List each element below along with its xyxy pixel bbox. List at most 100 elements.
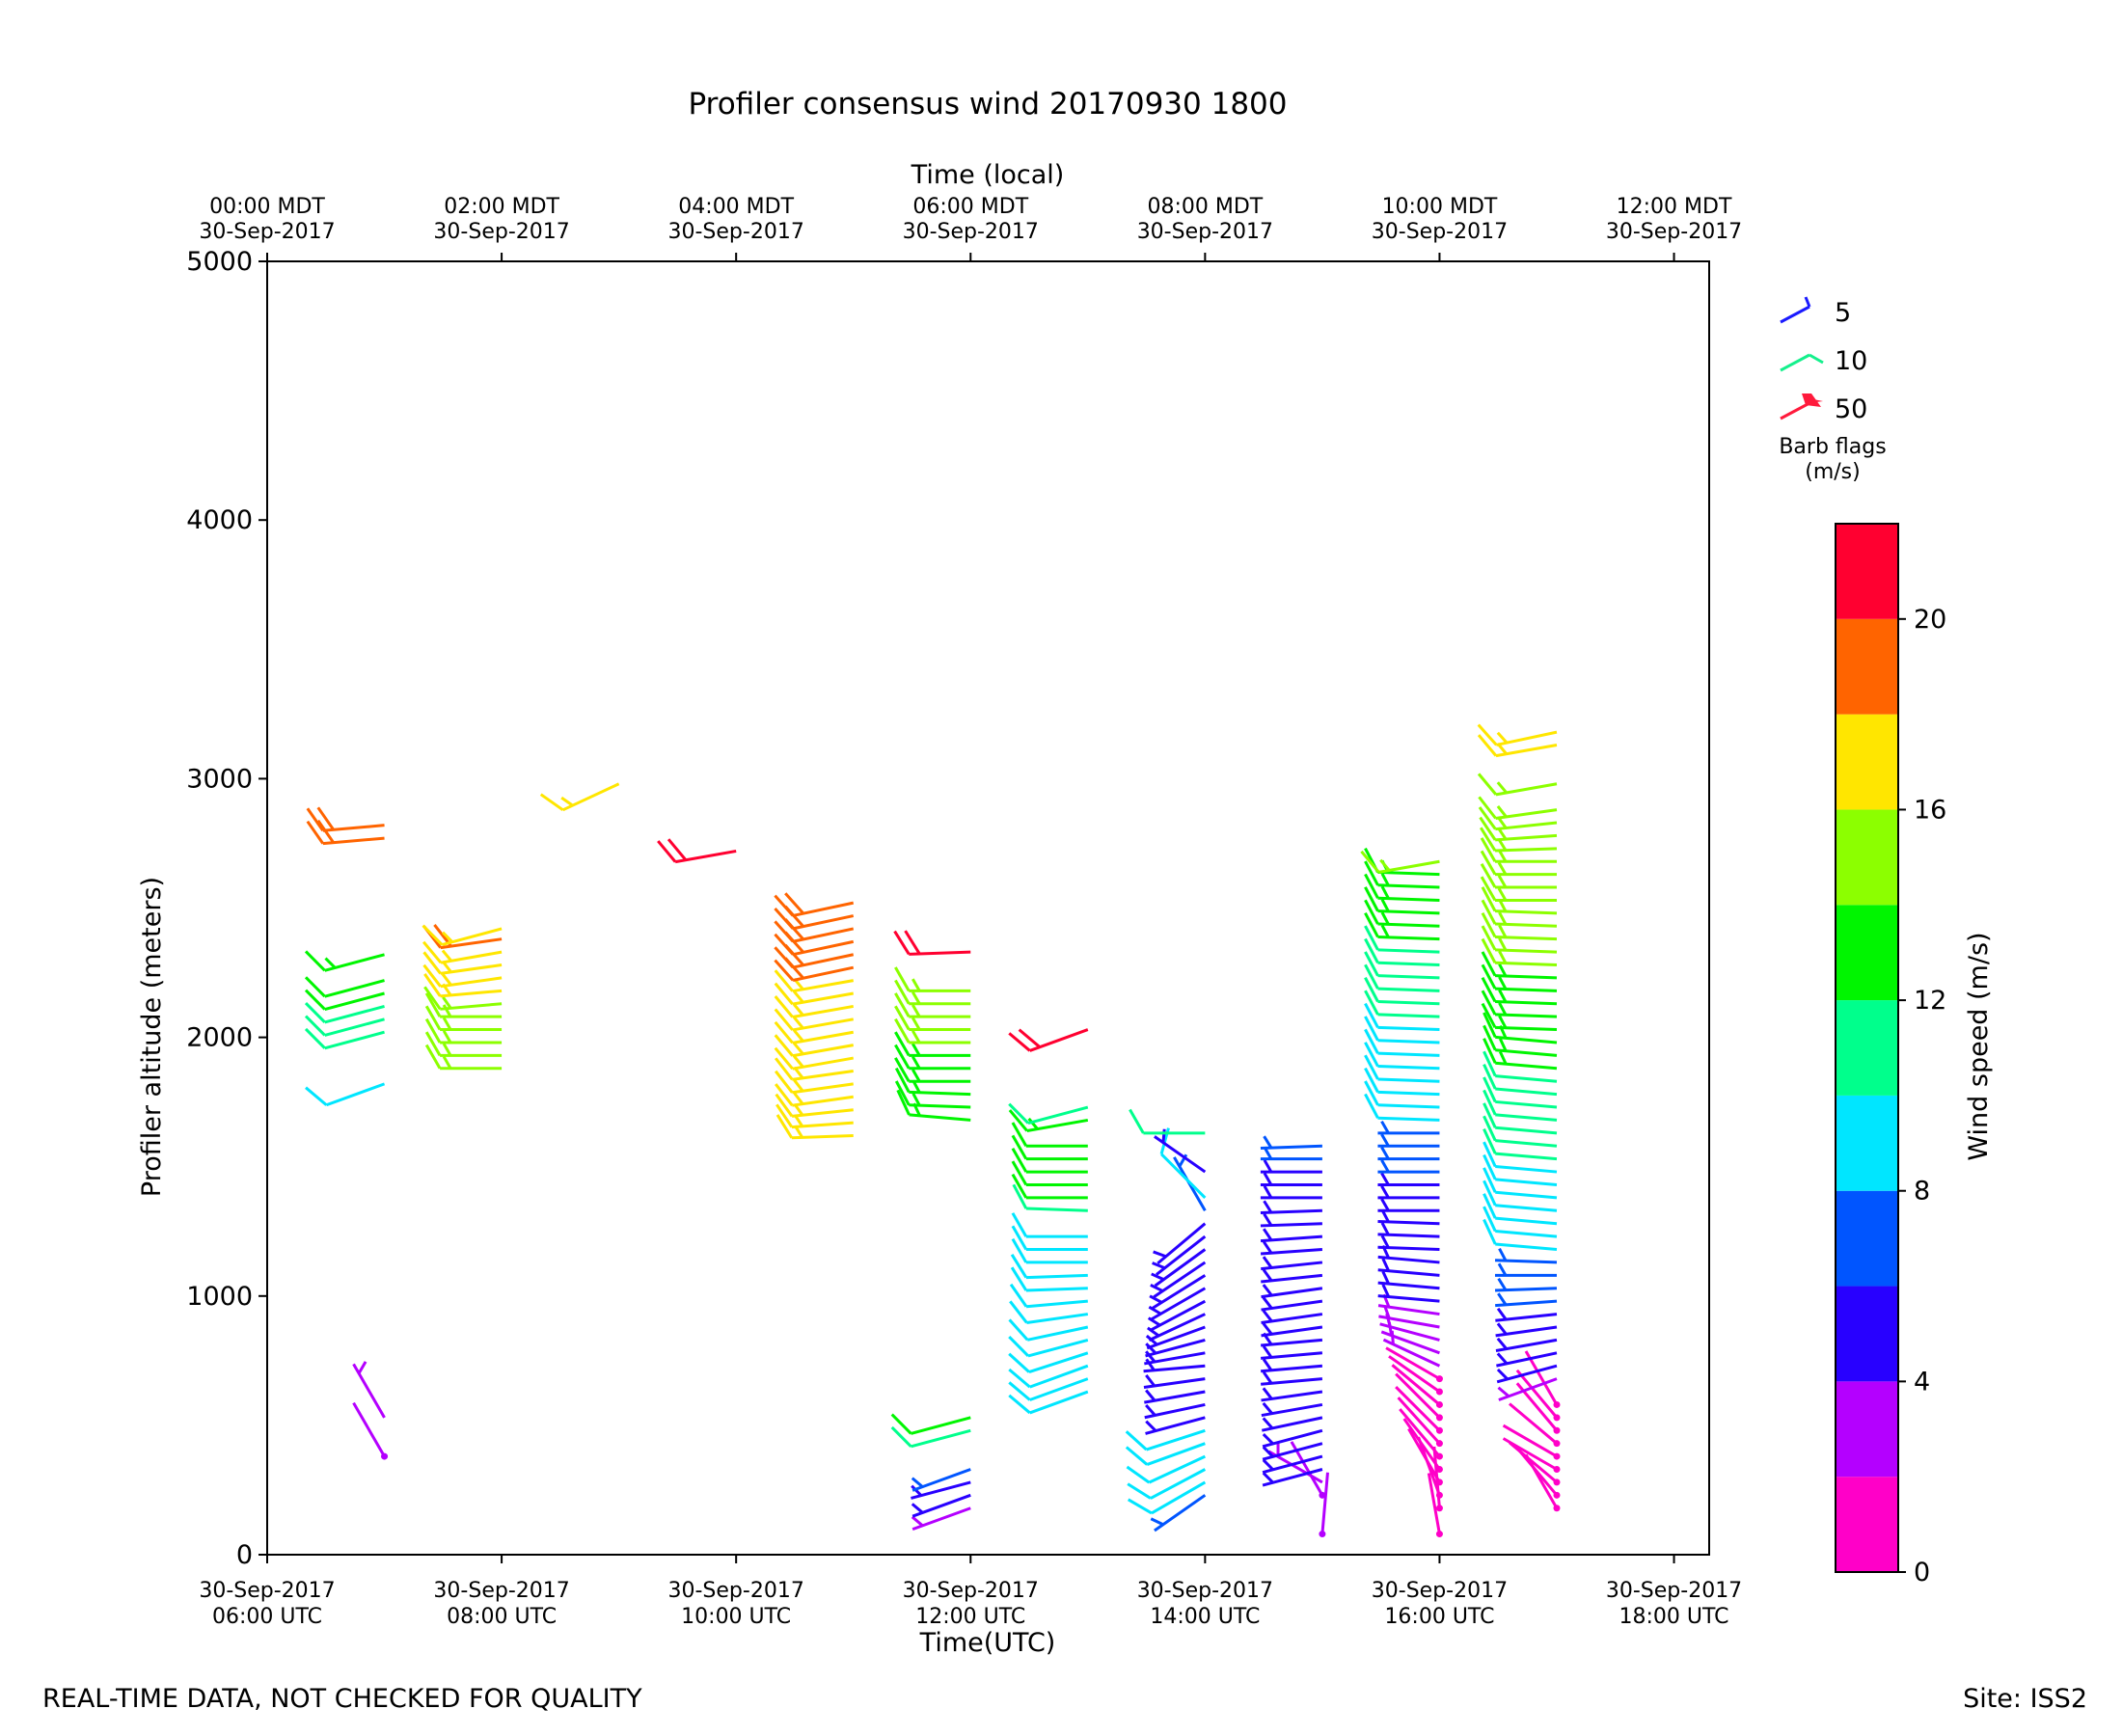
wind-barb [1377,1184,1440,1200]
wind-barb [1481,937,1558,967]
wind-barb [1364,1028,1440,1057]
colorbar-bin [1836,1477,1898,1572]
x-tick-label-date: 30-Sep-2017 [668,1579,804,1603]
wind-barb [1496,1364,1558,1384]
wind-barb [1147,1313,1206,1342]
wind-barb [1364,937,1440,967]
barb-legend-label: 10 [1835,346,1867,376]
wind-barb [1480,862,1557,889]
wind-barb [1261,1370,1323,1386]
wind-barb [1008,1351,1089,1374]
wind-barb [1483,1193,1558,1226]
wind-barb [1483,1063,1558,1097]
barb-flag-legend: Barb flags (m/s) 5 10 50 [1779,296,1887,484]
wind-barb [1145,1338,1206,1358]
wind-barb [1399,1408,1443,1460]
wind-barb [894,1080,971,1109]
wind-barb [1260,1172,1322,1186]
wind-barb [1515,1369,1561,1422]
wind-barb [894,1044,971,1071]
wind-barb [1495,1292,1558,1308]
wind-barb [1483,1128,1558,1161]
wind-barb [306,806,385,832]
wind-barb [304,1002,385,1024]
wind-barb [1481,911,1558,941]
wind-barb [1008,1102,1089,1126]
wind-barb [1262,1442,1323,1461]
wind-barb [1483,1206,1558,1238]
wind-speed-colorbar: 0 4 8 12 16 20 [1835,523,1946,1587]
wind-barb [304,1027,385,1050]
wind-barb [774,892,855,917]
top-tick-label-time: 10:00 MDT [1382,195,1498,219]
x-tick-label-date: 30-Sep-2017 [1606,1579,1742,1603]
wind-barb [1009,1283,1088,1309]
wind-barb [1483,1076,1558,1109]
wind-barb [422,963,503,989]
wind-barb [1481,1002,1558,1032]
wind-barb [1388,1355,1443,1396]
wind-barb [1364,990,1440,1018]
wind-barb [911,1480,971,1500]
wind-barb [1008,1336,1089,1358]
plot-frame [266,260,1710,1556]
top-tick-label-time: 06:00 MDT [912,195,1028,219]
wind-barb [894,1057,971,1083]
colorbar-tick-label: 16 [1914,795,1946,825]
wind-barb [1377,1234,1440,1252]
colorbar-bin [1836,1286,1898,1382]
wind-barb [1150,1494,1207,1533]
wind-barb [1011,1122,1088,1148]
wind-barb [775,1070,854,1095]
wind-barb [911,1468,971,1492]
wind-barb [1483,1167,1558,1200]
wind-barb [775,1083,854,1107]
x-tick-label-time: 18:00 UTC [1619,1605,1729,1629]
wind-barb [1364,860,1440,889]
wind-barb [1261,1296,1323,1312]
wind-barb [1364,899,1440,928]
wind-barb [1319,1472,1329,1538]
wind-barb [1261,1401,1323,1418]
barb-legend-title: Barb flags [1779,435,1886,459]
wind-barb [1364,1067,1440,1097]
wind-barb [1261,1256,1323,1271]
wind-barb [1364,1054,1440,1083]
wind-barb [894,966,971,992]
wind-barb [1011,1134,1088,1161]
colorbar-tick-label: 4 [1914,1367,1930,1397]
wind-barb [1395,1385,1443,1434]
wind-barb [1483,1102,1558,1135]
wind-barb [1364,1093,1440,1122]
wind-barb [424,1017,503,1044]
wind-barb [893,930,971,956]
wind-barb [1261,1416,1323,1432]
wind-barb [1494,1248,1558,1264]
x-tick-label-time: 12:00 UTC [915,1605,1025,1629]
wind-barb [1483,1153,1558,1186]
top-tick-label-time: 02:00 MDT [444,195,559,219]
wind-barb [422,924,503,946]
y-tick-label: 5000 [186,247,253,277]
wind-barb [1127,1468,1207,1500]
wind-barb [1129,1108,1206,1135]
wind-barbs [304,723,1561,1538]
wind-barb [352,1401,389,1460]
wind-barb [1011,1160,1088,1186]
colorbar-tick-label: 8 [1914,1177,1930,1207]
wind-barb [423,986,503,1011]
wind-barb [304,989,385,1012]
y-tick-label: 3000 [186,764,253,794]
wind-barb [1477,723,1558,746]
wind-barb [1483,1089,1558,1122]
y-tick-label: 4000 [186,505,253,535]
wind-barb [1495,1322,1558,1338]
site-label: Site: ISS2 [1963,1684,2087,1714]
colorbar-bin [1836,1381,1898,1478]
wind-barb [1502,1424,1561,1460]
wind-barb [1260,1228,1323,1243]
wind-barb [423,973,503,998]
wind-barb [1364,1080,1440,1109]
wind-barb [1481,899,1558,928]
